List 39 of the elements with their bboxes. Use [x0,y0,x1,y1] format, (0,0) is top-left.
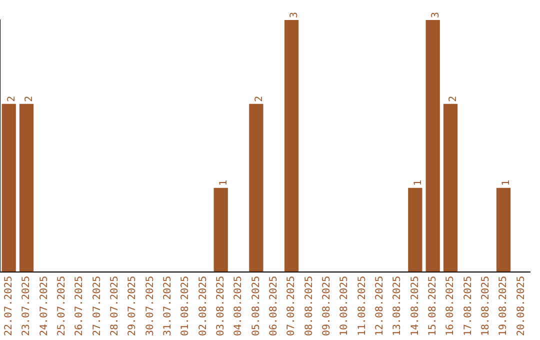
x-tick-label: 23.07.2025 [21,276,32,336]
data-label: 2 [254,96,265,102]
x-tick-label: 29.07.2025 [127,276,138,336]
x-tick-label: 18.08.2025 [480,276,492,336]
x-tick-label: 24.07.2025 [38,276,50,336]
x-tick-label: 19.08.2025 [498,276,510,336]
x-tick-label: 22.07.2025 [3,276,14,336]
x-tick-label: 04.08.2025 [233,276,244,336]
x-tick-label: 17.08.2025 [462,276,474,336]
x-tick-label: 06.08.2025 [268,276,280,336]
x-tick-label: 26.07.2025 [74,276,86,336]
x-tick-label: 10.08.2025 [339,276,350,336]
x-tick-label: 16.08.2025 [445,276,456,336]
data-label: 2 [24,96,36,102]
x-tick-label: 07.08.2025 [286,276,298,336]
x-tick-label: 20.08.2025 [516,276,527,336]
x-tick-label: 11.08.2025 [356,276,368,336]
x-tick-label: 01.08.2025 [180,276,192,336]
x-tick-label: 27.07.2025 [92,276,103,336]
x-tick-label: 28.07.2025 [109,276,120,336]
x-tick-label: 25.07.2025 [56,276,68,336]
data-label: 3 [430,12,442,18]
data-label: 2 [448,96,460,102]
x-tick-label: 14.08.2025 [410,276,421,336]
x-tick-label: 05.08.2025 [250,276,262,336]
data-label: 1 [501,180,512,186]
x-tick-label: 13.08.2025 [392,276,404,336]
x-tick-label: 30.07.2025 [144,276,156,336]
data-label: 1 [218,180,230,186]
x-tick-label: 12.08.2025 [374,276,386,336]
x-tick-label: 08.08.2025 [304,276,315,336]
data-label: 3 [289,12,300,18]
x-tick-label: 31.07.2025 [162,276,174,336]
x-tick-label: 03.08.2025 [215,276,226,336]
x-tick-label: 15.08.2025 [427,276,438,336]
x-tick-label: 09.08.2025 [321,276,332,336]
data-label: 2 [6,96,18,102]
data-label: 1 [412,180,424,186]
x-tick-label: 02.08.2025 [198,276,209,336]
